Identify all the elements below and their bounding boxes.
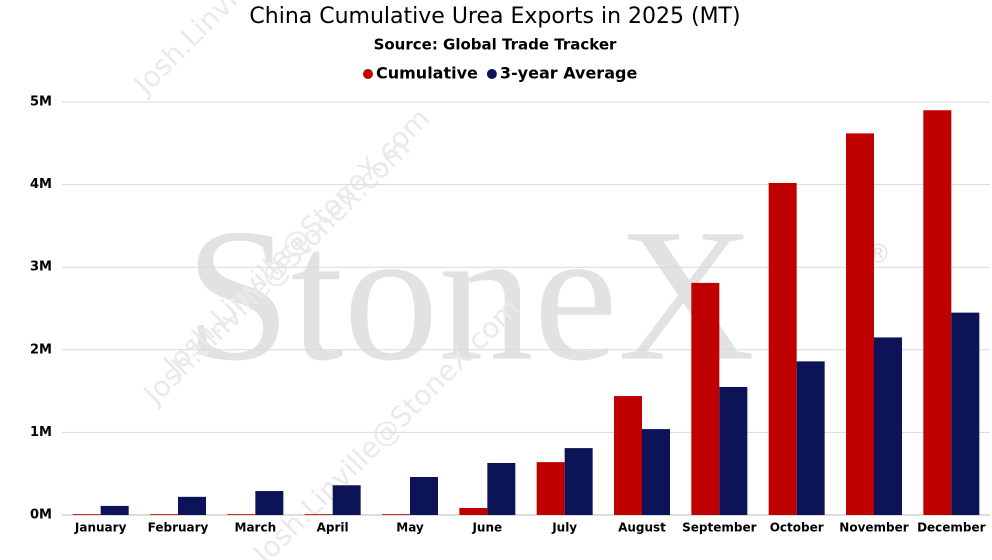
bar: [768, 182, 797, 515]
chart-title: China Cumulative Urea Exports in 2025 (M…: [249, 4, 740, 29]
bar: [536, 462, 565, 515]
bar: [227, 514, 256, 515]
watermark-logo: StoneX: [185, 191, 755, 401]
bar: [614, 396, 642, 515]
x-tick-label: February: [148, 521, 209, 535]
bar: [691, 282, 720, 515]
bar: [796, 361, 825, 515]
y-tick-label: 1M: [30, 425, 52, 440]
bar: [951, 312, 980, 515]
legend-swatch: [486, 69, 497, 79]
x-tick-label: September: [682, 521, 756, 535]
x-tick-label: March: [235, 521, 277, 535]
bar: [72, 514, 101, 515]
bar: [382, 514, 410, 515]
bar: [178, 496, 206, 515]
legend: Cumulative 3-year Average: [363, 64, 637, 83]
x-tick-label: June: [471, 521, 502, 535]
x-tick-label: May: [396, 521, 424, 535]
y-tick-label: 2M: [30, 342, 52, 357]
x-tick-label: November: [839, 521, 908, 535]
y-tick-label: 3M: [30, 260, 52, 275]
x-tick-label: August: [618, 521, 666, 535]
bar: [642, 429, 670, 515]
bar: [923, 110, 952, 515]
x-tick-label: July: [551, 521, 577, 535]
bar: [487, 462, 516, 515]
bar: [332, 485, 361, 515]
bar: [304, 514, 333, 515]
bar: [564, 448, 593, 515]
chart-subtitle: Source: Global Trade Tracker: [374, 36, 617, 54]
bar: [874, 337, 902, 515]
legend-swatch: [363, 69, 373, 79]
bar: [846, 133, 874, 515]
y-tick-label: 0M: [30, 508, 52, 523]
bar: [100, 505, 129, 515]
bar: [150, 514, 178, 515]
bar: [459, 507, 488, 515]
bar: [719, 386, 748, 515]
x-tick-label: January: [74, 521, 127, 535]
legend-label: Cumulative: [376, 64, 478, 83]
bar: [255, 491, 284, 515]
y-tick-label: 5M: [30, 95, 52, 110]
x-tick-label: October: [770, 521, 824, 535]
y-tick-label: 4M: [30, 177, 52, 192]
bar: [410, 477, 438, 515]
x-tick-label: April: [317, 521, 349, 535]
x-tick-label: December: [917, 521, 986, 535]
legend-label: 3-year Average: [500, 64, 638, 83]
